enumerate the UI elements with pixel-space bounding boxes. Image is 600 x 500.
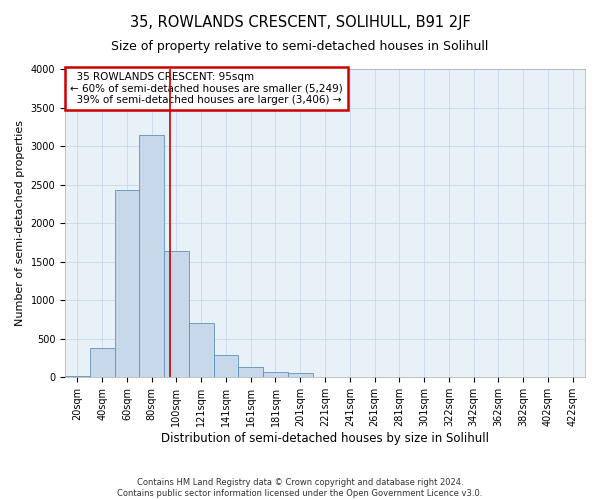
Bar [288,373,313,378]
Bar [214,355,238,378]
Text: Size of property relative to semi-detached houses in Solihull: Size of property relative to semi-detach… [112,40,488,53]
Text: Contains HM Land Registry data © Crown copyright and database right 2024.
Contai: Contains HM Land Registry data © Crown c… [118,478,482,498]
Text: 35, ROWLANDS CRESCENT, SOLIHULL, B91 2JF: 35, ROWLANDS CRESCENT, SOLIHULL, B91 2JF [130,15,470,30]
Bar [65,376,90,378]
Bar [139,136,164,378]
Y-axis label: Number of semi-detached properties: Number of semi-detached properties [15,120,25,326]
Bar [238,368,263,378]
Bar [115,190,139,378]
Bar [164,251,189,378]
Bar [90,348,115,378]
X-axis label: Distribution of semi-detached houses by size in Solihull: Distribution of semi-detached houses by … [161,432,489,445]
Bar [263,372,288,378]
Bar [189,324,214,378]
Text: 35 ROWLANDS CRESCENT: 95sqm
← 60% of semi-detached houses are smaller (5,249)
  : 35 ROWLANDS CRESCENT: 95sqm ← 60% of sem… [70,72,343,106]
